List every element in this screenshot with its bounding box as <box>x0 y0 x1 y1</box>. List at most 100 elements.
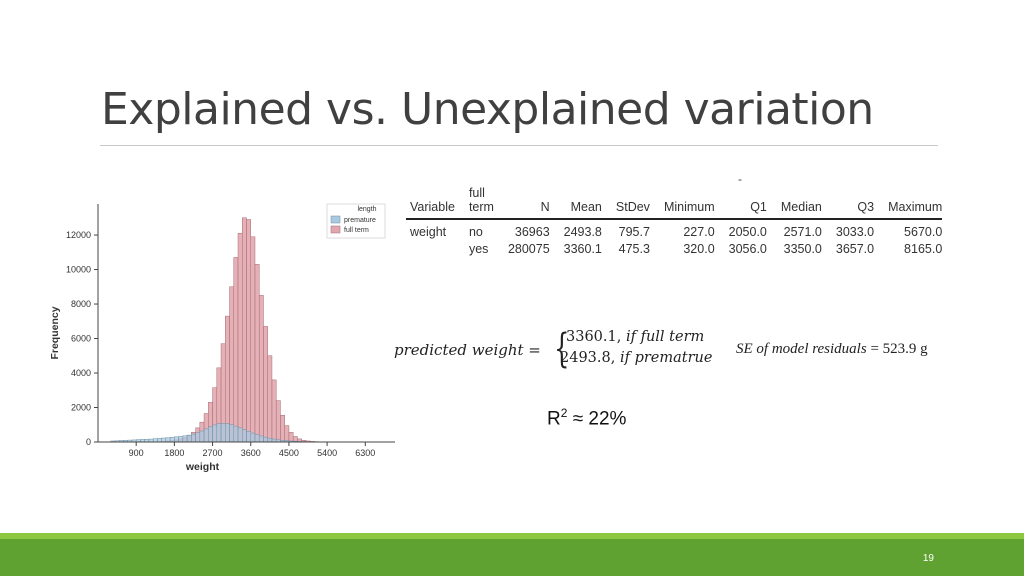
histogram-legend: length premature full term <box>326 203 386 239</box>
x-tick-label: 4500 <box>279 448 299 458</box>
table-cell: 2050.0 <box>728 225 767 239</box>
histogram-bar-full-term <box>233 257 239 443</box>
table-cell: 2493.8 <box>563 225 602 239</box>
table-header-row: Variable full term N Mean StDev Minimum Q1 Media… <box>406 186 943 220</box>
histogram-bar-full-term <box>229 286 235 443</box>
histogram-bar-full-term <box>275 400 281 443</box>
histogram-bar-premature <box>203 428 209 443</box>
residual-se: SE of model residuals = 523.9 g <box>736 341 928 358</box>
histogram-bar-premature <box>250 432 256 443</box>
x-tick-label: 900 <box>129 448 144 458</box>
histogram-bar-full-term <box>246 219 251 443</box>
x-tick-label: 5400 <box>317 448 337 458</box>
page-number: 19 <box>922 553 934 564</box>
table-header-cell: N <box>493 186 550 220</box>
table-cell: 36963 <box>514 225 550 239</box>
slide-title: Explained vs. Unexplained variation <box>101 84 874 135</box>
histogram-plot-area <box>110 217 324 443</box>
table-cell: 2571.0 <box>783 225 822 239</box>
legend-label: full term <box>344 227 369 234</box>
se-value: = 523.9 g <box>870 341 928 357</box>
table-header-cell: Q3 <box>821 186 875 220</box>
histogram-bar-premature <box>191 433 196 443</box>
r2-superscript: 2 <box>560 406 568 420</box>
left-brace-symbol: { <box>554 326 570 372</box>
histogram-bar-premature <box>254 434 260 443</box>
r2-value: ≈ 22% <box>572 408 627 430</box>
r2-label: R <box>547 408 561 430</box>
table-cell: 3350.0 <box>783 242 822 256</box>
y-tick-label: 6000 <box>71 334 91 344</box>
y-tick-label: 12000 <box>66 230 91 240</box>
histogram-bar-premature <box>229 424 235 443</box>
histogram-bar-premature <box>208 426 213 443</box>
histogram-bar-full-term <box>254 264 260 443</box>
histogram-bar-premature <box>161 437 167 443</box>
table-header-cell: Variable <box>406 186 455 220</box>
table-header-cell: StDev <box>601 186 650 220</box>
table-cell: 8165.0 <box>904 242 943 256</box>
weight-histogram: 0 2000 4000 6000 8000 10000 12000 900 1800 2700 36… <box>50 203 395 473</box>
table-header-cell: Median <box>766 186 822 220</box>
legend-title: length <box>357 206 376 213</box>
footer-bar <box>0 539 1024 576</box>
table-row: yes 280075 3360.1 475.3 320.0 3056.0 3350.0 365… <box>406 239 942 256</box>
histogram-axes: 0 2000 4000 6000 8000 10000 12000 900 1800 2700 36… <box>50 204 395 473</box>
table-cell: 475.3 <box>618 242 650 256</box>
case2-value: 2493.8, <box>560 350 616 366</box>
table-cell: 280075 <box>507 242 550 256</box>
y-tick-label: 0 <box>86 437 91 447</box>
histogram-bar-premature <box>237 427 243 443</box>
table-row: weight no 36963 2493.8 795.7 227.0 2050.0 2571.… <box>406 219 942 239</box>
y-tick-label: 8000 <box>71 299 91 309</box>
table-header-cell: Minimum <box>649 186 715 220</box>
histogram-bar-full-term <box>288 432 294 443</box>
histogram-bar-premature <box>258 435 264 443</box>
histogram-bar-premature <box>182 435 188 443</box>
y-tick-label: 4000 <box>71 368 91 378</box>
table-header-cell: Mean <box>549 186 602 220</box>
table-cell: 3360.1 <box>563 242 602 256</box>
table-cell: 3033.0 <box>835 225 875 239</box>
y-tick-label: 2000 <box>71 403 91 413</box>
table-cell: weight <box>410 225 447 239</box>
histogram-bar-premature <box>220 423 226 443</box>
legend-swatch <box>330 215 341 224</box>
table-cell: no <box>468 225 483 239</box>
table-cell: 227.0 <box>683 225 715 239</box>
histogram-bar-premature <box>225 423 230 443</box>
x-tick-label: 2700 <box>203 448 223 458</box>
summary-stats-table: Variable full term N Mean StDev Minimum Q1 Media… <box>406 186 943 256</box>
case1-value: 3360.1, <box>566 329 622 345</box>
x-tick-label: 3600 <box>241 448 261 458</box>
x-tick-label: 6300 <box>355 448 375 458</box>
histogram-bar-full-term <box>225 315 230 443</box>
histogram-bar-full-term <box>258 295 264 443</box>
histogram-bar-premature <box>212 424 218 443</box>
summary-stats-table-wrap: Variable full term N Mean StDev Minimum Q1 Media… <box>406 186 943 256</box>
legend-label: premature <box>344 217 376 224</box>
histogram-bar-premature <box>233 425 239 443</box>
footer-accent-bar <box>0 533 1024 539</box>
dash-mark: - <box>738 172 742 186</box>
se-label: SE of model residuals <box>736 341 867 357</box>
histogram-bar-premature <box>246 431 251 443</box>
table-cell <box>406 239 455 256</box>
histogram-bar-premature <box>216 423 222 443</box>
table-cell: 3056.0 <box>728 242 767 256</box>
histogram-bar-premature <box>178 436 184 443</box>
histogram-bar-full-term <box>237 233 243 443</box>
x-tick-label: 1800 <box>164 448 184 458</box>
histogram-bar-full-term <box>267 355 273 443</box>
table-cell: yes <box>468 242 489 256</box>
histogram-bar-premature <box>186 434 192 443</box>
table-cell: 3657.0 <box>835 242 875 256</box>
table-header-cell: Maximum <box>874 186 943 220</box>
histogram-bar-premature <box>157 438 162 443</box>
histogram-bar-full-term <box>250 236 256 443</box>
histogram-bar-premature <box>199 430 205 443</box>
x-axis-label: weight <box>185 461 220 473</box>
histogram-bar-full-term <box>263 326 268 443</box>
histogram-bar-full-term <box>271 379 277 443</box>
histogram-bar-full-term <box>242 217 247 443</box>
